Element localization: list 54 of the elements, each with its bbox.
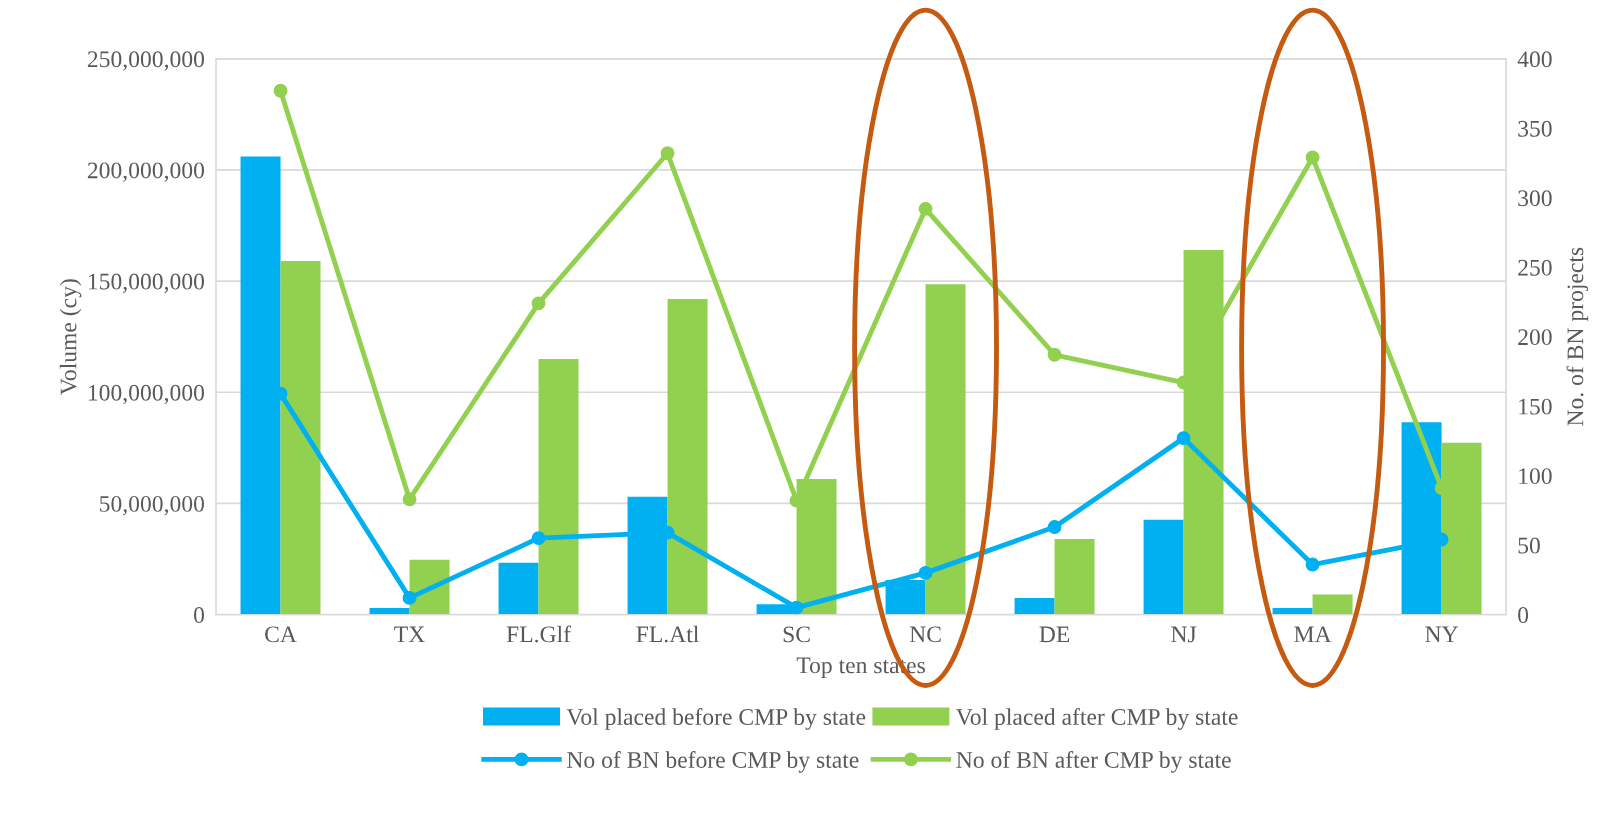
point [531,296,546,311]
y2-tick-label: 0 [1518,607,1529,624]
x-tick-label: MA [1294,626,1332,643]
y-tick-label: 0 [194,607,205,624]
y2-tick-label: 350 [1518,120,1552,137]
x-tick-label: NY [1425,626,1459,643]
point [918,565,933,580]
point [1305,150,1320,165]
x-tick-label: TX [394,626,425,643]
bar [1054,539,1095,615]
legend-label: Vol placed before CMP by state [566,708,866,730]
y-tick-label: 100,000,000 [88,384,205,405]
point [531,531,546,546]
bar [667,298,708,615]
y-axis-title: Volume (cy) [59,279,82,395]
bar [925,284,966,615]
x-tick-label: FL.Atl [636,625,699,643]
legend-label: No of BN before CMP by state [567,751,859,773]
point [1047,520,1062,534]
bar [1312,594,1353,615]
point [273,83,288,98]
y2-tick-label: 50 [1518,537,1540,554]
bar [1014,597,1055,615]
point [918,201,933,216]
legend-label: Vol placed after CMP by state [956,708,1238,730]
point [402,492,417,507]
x-tick-label: NJ [1171,626,1197,643]
y2-tick-label: 150 [1519,398,1552,415]
y2-tick-label: 300 [1518,190,1552,207]
legend-label: No of BN after CMP by state [956,751,1231,773]
x-tick-label: FL.Glf [506,625,572,643]
point [402,590,417,605]
y-tick-label: 200,000,000 [87,162,205,182]
bar [1143,519,1184,615]
y2-tick-label: 200 [1518,329,1552,346]
point [1176,431,1191,446]
x-tick-label: CA [265,626,297,643]
y2-tick-label: 250 [1518,259,1552,276]
x-tick-label: SC [783,626,810,643]
y-tick-label: 150,000,000 [88,273,205,293]
point [660,146,675,161]
bar [1272,607,1313,615]
bar [538,358,579,615]
y-tick-label: 50,000,000 [100,495,205,516]
y2-tick-label: 400 [1517,51,1552,68]
x-tick-label: NC [909,626,941,643]
point [1047,347,1062,362]
x-tick-label: DE [1039,626,1070,643]
bar [280,261,321,615]
y2-tick-label: 100 [1519,468,1552,485]
point [1305,557,1320,572]
y2-axis-title: No. of BN projects [1566,247,1589,426]
bar [498,562,539,615]
y-tick-label: 250,000,000 [87,51,205,71]
